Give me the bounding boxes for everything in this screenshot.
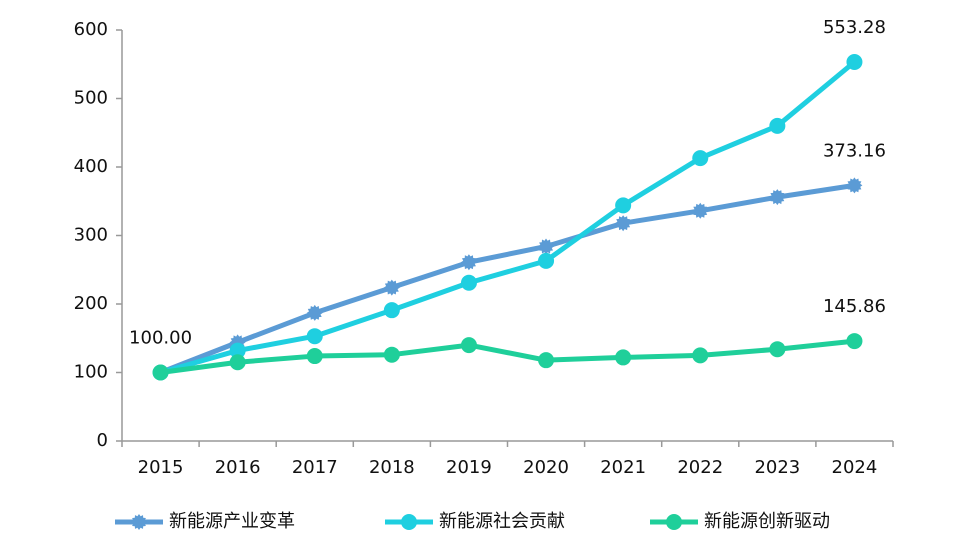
- point: [692, 150, 709, 167]
- x-tick-label: 2015: [138, 457, 184, 478]
- legend-label: 新能源社会贡献: [439, 511, 565, 532]
- point: [769, 189, 786, 206]
- legend-label: 新能源创新驱动: [704, 511, 830, 532]
- point: [306, 348, 323, 365]
- point: [538, 238, 554, 255]
- point: [846, 333, 863, 350]
- point: [692, 347, 709, 364]
- point: [460, 254, 477, 271]
- point: [769, 341, 786, 358]
- data-label: 100.00: [129, 328, 192, 349]
- x-tick-label: 2022: [677, 457, 723, 478]
- series-line: [159, 60, 857, 375]
- y-tick-label: 400: [74, 156, 108, 177]
- point: [306, 304, 323, 321]
- y-tick-label: 600: [74, 19, 108, 40]
- point: [306, 328, 323, 345]
- point: [846, 54, 863, 71]
- point: [460, 274, 477, 291]
- point: [383, 346, 400, 363]
- point: [615, 215, 632, 232]
- point: [538, 352, 555, 369]
- point: [615, 197, 632, 214]
- point: [615, 349, 632, 366]
- y-tick-label: 200: [74, 293, 108, 314]
- point: [460, 337, 477, 354]
- x-tick-label: 2020: [523, 457, 569, 478]
- point: [152, 364, 169, 381]
- y-tick-label: 0: [97, 430, 108, 451]
- series-line: [159, 182, 855, 375]
- legend-label: 新能源产业变革: [169, 511, 295, 532]
- x-tick-label: 2017: [292, 457, 338, 478]
- data-label: 373.16: [823, 140, 886, 161]
- point: [538, 252, 555, 269]
- x-tick-label: 2023: [754, 457, 800, 478]
- x-tick-label: 2024: [832, 457, 878, 478]
- point: [229, 342, 246, 359]
- series-line: [160, 338, 855, 375]
- x-tick-label: 2021: [600, 457, 646, 478]
- y-tick-label: 100: [74, 362, 108, 383]
- y-tick-label: 300: [74, 225, 108, 246]
- x-tick-label: 2016: [215, 457, 261, 478]
- y-tick-label: 500: [74, 88, 108, 109]
- x-tick-label: 2019: [446, 457, 492, 478]
- point: [383, 302, 400, 319]
- point: [383, 279, 400, 296]
- data-label: 145.86: [823, 296, 886, 317]
- point: [229, 354, 246, 371]
- x-tick-label: 2018: [369, 457, 415, 478]
- data-label: 553.28: [823, 17, 886, 38]
- legend-marker: [401, 514, 417, 530]
- point: [769, 117, 786, 134]
- legend-marker: [131, 514, 147, 530]
- point: [846, 177, 863, 194]
- legend-marker: [666, 514, 682, 530]
- point: [692, 202, 709, 219]
